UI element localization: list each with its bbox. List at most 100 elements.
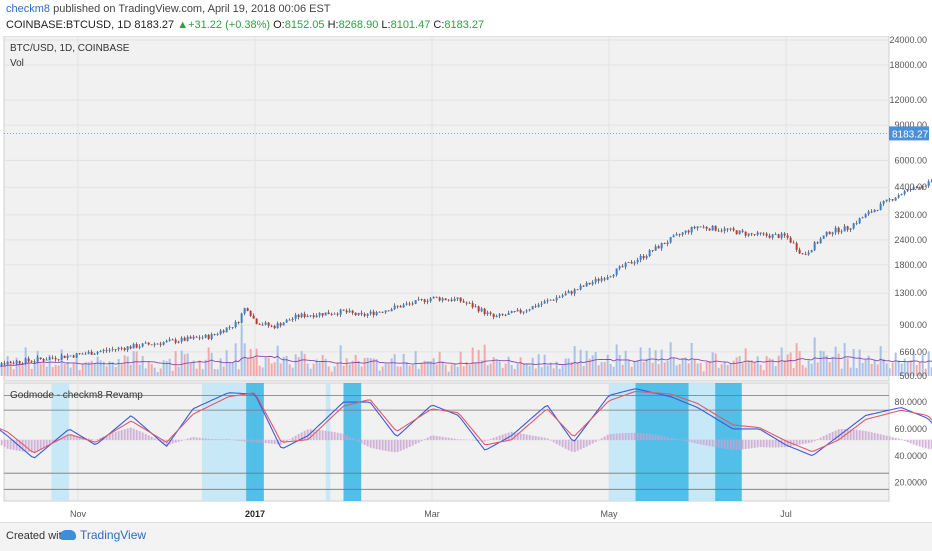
candle-body [447, 299, 450, 301]
candle-body [96, 351, 99, 354]
histogram-bar [858, 430, 861, 441]
candle-body [876, 209, 879, 211]
volume-bar [855, 368, 858, 376]
histogram-bar [171, 439, 174, 444]
candle-body [285, 319, 288, 323]
candle-body [276, 323, 279, 329]
price-tick-label: 24000.00 [889, 36, 927, 45]
price-pane[interactable] [3, 36, 890, 382]
candle-body [387, 310, 390, 312]
volume-bar [906, 360, 909, 376]
candle-body [531, 306, 534, 310]
volume-bar [303, 353, 306, 376]
histogram-bar [636, 432, 639, 441]
volume-bar [450, 364, 453, 376]
volume-bar [606, 354, 609, 376]
histogram-bar [924, 439, 927, 449]
candle-body [438, 297, 441, 301]
candle-body [225, 327, 228, 333]
candle-body [333, 313, 336, 315]
candle-body [108, 349, 111, 351]
histogram-bar [516, 432, 519, 441]
volume-bar [192, 360, 195, 376]
candle-body [597, 278, 600, 281]
histogram-bar [18, 439, 21, 451]
histogram-bar [708, 439, 711, 447]
histogram-bar [576, 439, 579, 451]
volume-bar [357, 360, 360, 376]
candle-body [687, 230, 690, 233]
histogram-bar [702, 439, 705, 445]
histogram-bar [411, 439, 414, 446]
candle-body [501, 314, 504, 315]
volume-bar [504, 363, 507, 376]
volume-bar [447, 371, 450, 376]
histogram-bar [597, 439, 600, 441]
candle-body [768, 235, 771, 238]
volume-bar [633, 361, 636, 376]
volume-bar [630, 366, 633, 376]
volume-bar [201, 369, 204, 376]
candle-body [120, 347, 123, 349]
histogram-bar [468, 439, 471, 441]
volume-bar [642, 361, 645, 376]
candle-body [33, 361, 36, 363]
candle-body [711, 225, 714, 231]
histogram-bar [213, 439, 216, 441]
change-up-icon: ▲ [177, 19, 189, 31]
volume-bar [897, 360, 900, 376]
volume-bar [654, 350, 657, 376]
candle-body [219, 330, 222, 335]
volume-bar [564, 358, 567, 376]
candle-body [456, 297, 459, 299]
volume-bar [492, 357, 495, 376]
candle-body [795, 243, 798, 250]
histogram-bar [438, 436, 441, 441]
histogram-bar [249, 439, 252, 443]
volume-bar [480, 360, 483, 376]
candle-body [18, 361, 21, 364]
histogram-bar [546, 438, 549, 441]
histogram-bar [570, 439, 573, 452]
histogram-bar [615, 433, 618, 441]
candle-body [174, 339, 177, 343]
volume-bar [366, 357, 369, 376]
volume-bar [453, 363, 456, 376]
candle-body [45, 359, 48, 361]
histogram-bar [87, 438, 90, 441]
histogram-bar [927, 439, 930, 450]
volume-bar [639, 347, 642, 376]
volume-bar [738, 355, 741, 376]
brand-link[interactable]: TradingView [60, 528, 146, 542]
histogram-bar [216, 439, 219, 441]
volume-bar [30, 368, 33, 376]
volume-bar [405, 362, 408, 376]
candle-body [432, 296, 435, 299]
author-link[interactable]: checkm8 [6, 3, 51, 15]
volume-bar [777, 355, 780, 376]
chart-canvas[interactable]: 24000.00 18000.00 12000.00 9000.00 6000.00 44… [0, 36, 932, 522]
volume-bar [393, 354, 396, 376]
histogram-bar [582, 439, 585, 449]
volume-bar [9, 360, 12, 376]
volume-bar [327, 366, 330, 376]
candle-body [801, 253, 804, 255]
candle-body [468, 303, 471, 304]
candle-body [657, 246, 660, 249]
histogram-bar [618, 433, 621, 441]
histogram-bar [393, 439, 396, 453]
candle-body [495, 315, 498, 318]
volume-bar [234, 343, 237, 376]
candle-body [90, 351, 93, 355]
histogram-bar [138, 431, 141, 441]
volume-bar [189, 362, 192, 376]
histogram-bar [354, 439, 357, 441]
candle-body [747, 233, 750, 236]
volume-bar [156, 372, 159, 376]
candle-body [378, 311, 381, 313]
volume-bar [180, 350, 183, 376]
volume-bar [126, 356, 129, 376]
histogram-bar [678, 439, 681, 441]
candle-body [492, 313, 495, 318]
candle-body [702, 226, 705, 228]
